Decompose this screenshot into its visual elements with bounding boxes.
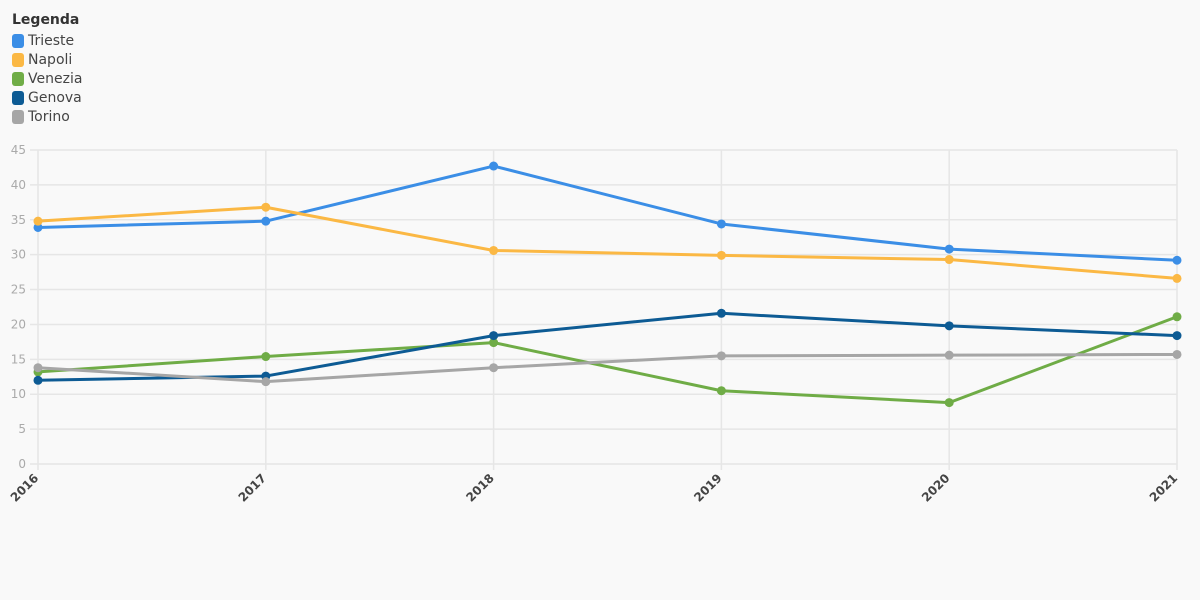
data-point[interactable]	[944, 398, 954, 408]
legend-swatch	[12, 52, 24, 67]
data-point[interactable]	[716, 351, 726, 361]
data-point[interactable]	[261, 216, 271, 226]
legend-label: Genova	[28, 89, 82, 106]
legend-label: Napoli	[28, 51, 73, 68]
series-line	[36, 311, 1179, 382]
y-tick-label: 45	[11, 143, 26, 157]
y-tick-label: 10	[11, 387, 26, 401]
series-napoli	[33, 202, 1182, 283]
series-torino	[33, 349, 1182, 387]
data-point[interactable]	[944, 255, 954, 265]
data-point[interactable]	[33, 363, 43, 373]
series-line	[36, 315, 1179, 405]
y-tick-label: 0	[18, 457, 26, 471]
y-tick-label: 30	[11, 248, 26, 262]
x-tick-label: 2017	[236, 471, 270, 505]
legend-items: Trieste Napoli Venezia Genova Torino	[12, 31, 82, 126]
data-point[interactable]	[33, 375, 43, 385]
data-point[interactable]	[489, 331, 499, 341]
data-point[interactable]	[261, 352, 271, 362]
legend-title: Legenda	[12, 12, 80, 28]
data-point[interactable]	[489, 161, 499, 171]
data-point[interactable]	[33, 216, 43, 226]
x-tick-label: 2020	[919, 471, 953, 505]
data-point[interactable]	[944, 321, 954, 331]
y-tick-label: 25	[11, 283, 26, 297]
y-tick-label: 15	[11, 352, 26, 366]
data-point[interactable]	[716, 250, 726, 260]
x-tick-label: 2021	[1147, 471, 1181, 505]
series-line	[36, 352, 1179, 384]
data-point[interactable]	[1172, 255, 1182, 265]
data-point[interactable]	[944, 244, 954, 254]
data-point[interactable]	[944, 350, 954, 360]
x-axis: 2016 2017 2018 2019 2020 2021	[8, 471, 1181, 505]
series-line	[36, 164, 1179, 262]
legend-item-trieste[interactable]: Trieste	[12, 31, 82, 50]
series-line	[36, 205, 1179, 280]
grid	[30, 149, 1178, 470]
y-axis: 0 5 10 15 20 25 30 35 40 45	[11, 143, 26, 471]
legend-item-torino[interactable]: Torino	[12, 107, 82, 126]
legend-swatch	[12, 109, 24, 124]
series-genova	[33, 308, 1182, 385]
data-point[interactable]	[716, 308, 726, 318]
legend-swatch	[12, 90, 24, 105]
data-point[interactable]	[1172, 312, 1182, 322]
data-point[interactable]	[33, 222, 43, 232]
legend-label: Torino	[28, 108, 70, 125]
legend-swatch	[12, 71, 24, 86]
legend-label: Venezia	[28, 70, 83, 87]
y-tick-label: 35	[11, 213, 26, 227]
legend-item-venezia[interactable]: Venezia	[12, 69, 82, 88]
legend-swatch	[12, 33, 24, 48]
y-tick-label: 40	[11, 178, 26, 192]
legend-item-napoli[interactable]: Napoli	[12, 50, 82, 69]
data-point[interactable]	[716, 386, 726, 396]
legend: Legenda Trieste Napoli Venezia Genova Torino	[12, 12, 82, 126]
data-point[interactable]	[716, 219, 726, 229]
data-point[interactable]	[261, 202, 271, 212]
series-trieste	[33, 161, 1182, 265]
data-point[interactable]	[1172, 349, 1182, 359]
x-tick-label: 2018	[463, 471, 497, 505]
data-point[interactable]	[1172, 273, 1182, 283]
x-tick-label: 2016	[8, 471, 42, 505]
x-tick-label: 2019	[691, 471, 725, 505]
legend-item-genova[interactable]: Genova	[12, 88, 82, 107]
data-point[interactable]	[1172, 331, 1182, 341]
data-point[interactable]	[489, 245, 499, 255]
legend-label: Trieste	[28, 32, 75, 49]
y-tick-label: 20	[11, 317, 26, 331]
data-point[interactable]	[489, 338, 499, 348]
data-point[interactable]	[261, 377, 271, 387]
data-point[interactable]	[489, 363, 499, 373]
y-tick-label: 5	[18, 422, 26, 436]
